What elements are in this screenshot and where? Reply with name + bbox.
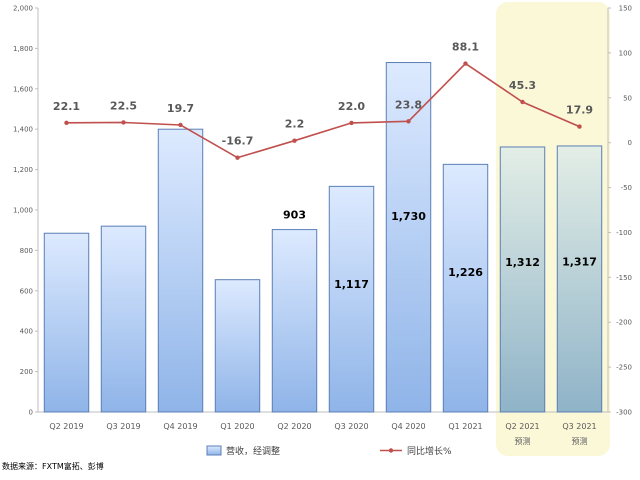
left-tick-label: 1,800 (13, 45, 33, 53)
right-tick-label: -150 (616, 274, 632, 282)
growth-data-label: 17.9 (566, 104, 593, 117)
bar-data-label: 1,317 (562, 256, 597, 269)
bar (214, 279, 261, 413)
bar (271, 229, 318, 413)
right-tick-label: 50 (623, 94, 632, 102)
x-tick-sublabel: 预测 (572, 436, 588, 446)
growth-data-label: -16.7 (222, 135, 254, 148)
growth-point (235, 155, 240, 160)
source-note: 数据来源：FXTM富拓、彭博 (2, 461, 104, 472)
x-tick-label: Q4 2020 (391, 422, 425, 431)
bar-data-label: 1,226 (448, 266, 483, 279)
x-tick-label: Q1 2021 (448, 422, 482, 431)
growth-data-label: 22.5 (110, 99, 137, 112)
bar (442, 163, 489, 413)
x-tick-label: Q1 2020 (220, 422, 254, 431)
x-tick-label: Q3 2020 (334, 422, 368, 431)
bar-data-label: 903 (283, 209, 306, 222)
legend-bar-swatch (206, 445, 222, 456)
growth-point (520, 99, 525, 105)
growth-point (64, 120, 69, 126)
left-tick-label: 800 (20, 247, 33, 255)
bar (385, 62, 432, 413)
growth-data-label: 45.3 (509, 79, 536, 92)
right-tick-label: 0 (628, 139, 632, 147)
x-tick-label: Q3 2019 (106, 422, 140, 431)
legend-line-label: 同比增长% (407, 445, 452, 457)
bar (499, 146, 546, 413)
left-tick-label: 200 (20, 368, 33, 376)
left-tick-label: 600 (20, 287, 33, 295)
right-tick-label: 100 (619, 49, 632, 57)
left-tick-label: 2,000 (13, 5, 33, 13)
bar (100, 225, 147, 413)
x-tick-label: Q4 2019 (163, 422, 197, 431)
left-tick-label: 1,400 (13, 126, 33, 134)
left-tick-label: 1,000 (13, 207, 33, 215)
x-tick-label: Q2 2020 (277, 422, 311, 431)
growth-data-label: 23.8 (395, 98, 422, 111)
bar-data-label: 1,730 (391, 210, 426, 223)
growth-data-label: 22.0 (338, 100, 365, 113)
growth-data-label: 22.1 (53, 100, 80, 113)
legend-line-marker (388, 448, 394, 453)
growth-point (406, 119, 411, 124)
source-text: 数据来源：FXTM富拓、彭博 (2, 462, 104, 471)
right-tick-label: -50 (621, 184, 632, 192)
growth-data-label: 2.2 (285, 118, 305, 131)
x-tick-label: Q2 2019 (49, 422, 83, 431)
right-tick-label: -300 (616, 409, 632, 417)
growth-data-label: 19.7 (167, 102, 194, 115)
x-tick-label: Q2 2021 (505, 422, 539, 431)
x-tick-label: Q3 2021 (562, 422, 596, 431)
right-tick-label: 150 (619, 5, 632, 13)
left-tick-label: 1,200 (13, 166, 33, 174)
right-tick-label: -200 (616, 319, 632, 327)
growth-point (349, 120, 354, 126)
growth-point (577, 124, 582, 129)
growth-point (121, 120, 126, 125)
growth-data-label: 88.1 (452, 41, 479, 54)
right-tick-label: -250 (616, 364, 632, 372)
bar (556, 145, 603, 413)
right-tick-label: -100 (616, 229, 632, 237)
left-tick-label: 0 (29, 409, 33, 417)
legend-bar-label: 营收，经调整 (226, 445, 280, 457)
left-tick-label: 400 (20, 328, 33, 336)
growth-point (463, 61, 468, 66)
bar-data-label: 1,312 (505, 256, 540, 269)
x-tick-sublabel: 预测 (515, 436, 531, 446)
bar (157, 128, 204, 413)
left-tick-label: 1,600 (13, 85, 33, 93)
growth-line (66, 62, 580, 159)
growth-point (178, 122, 183, 128)
bar-data-label: 1,117 (334, 278, 369, 291)
bar (328, 185, 375, 413)
growth-point (292, 138, 297, 143)
bar (43, 232, 90, 413)
